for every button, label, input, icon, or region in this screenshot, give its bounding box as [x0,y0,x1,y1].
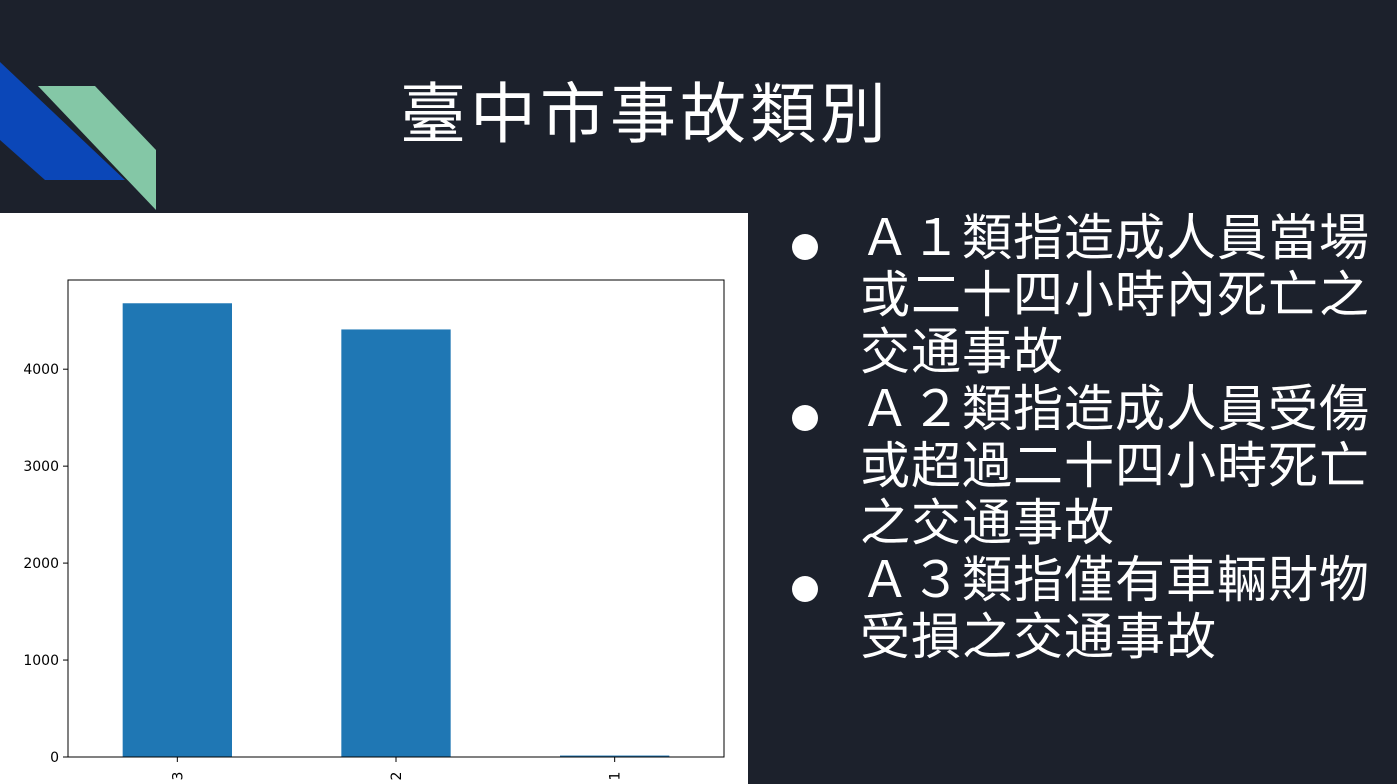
y-tick-label: 2000 [23,556,59,572]
x-tick-label: 2 [389,772,405,781]
bullet-list: Ａ１類指造成人員當場或二十四小時內死亡之交通事故 Ａ２類指造成人員受傷或超過二十… [780,210,1397,666]
slide-title: 臺中市事故類別 [400,76,890,153]
bullet-item-a1: Ａ１類指造成人員當場或二十四小時內死亡之交通事故 [780,210,1397,381]
bullet-item-a3: Ａ３類指僅有車輛財物受損之交通事故 [780,552,1397,666]
bar-chart: 3 2 1 0 1000 2000 3000 4000 [23,279,725,781]
y-tick-label: 1000 [23,653,59,669]
y-tick-label: 4000 [23,362,59,378]
corner-decoration [0,62,156,210]
bullet-dot [792,576,818,602]
x-tick-label: 1 [608,772,624,781]
bar-chart-panel: 3 2 1 0 1000 2000 3000 4000 [0,213,748,784]
bullet-item-a2: Ａ２類指造成人員受傷或超過二十四小時死亡之交通事故 [780,381,1397,552]
blue-stripe [0,62,125,180]
y-tick-label: 3000 [23,459,59,475]
plot-frame [67,279,725,758]
green-stripe [38,86,156,210]
bullet-text-a2: Ａ２類指造成人員受傷或超過二十四小時死亡之交通事故 [860,380,1370,552]
bullet-dot [792,234,818,260]
bullet-dot [792,405,818,431]
bullet-text-a3: Ａ３類指僅有車輛財物受損之交通事故 [860,551,1370,666]
bar-3 [122,303,232,757]
y-tick-label: 0 [50,750,59,766]
x-tick-label: 3 [170,772,186,781]
bullet-text-a1: Ａ１類指造成人員當場或二十四小時內死亡之交通事故 [860,209,1370,381]
bar-2 [341,329,451,757]
bar-1 [560,755,670,757]
